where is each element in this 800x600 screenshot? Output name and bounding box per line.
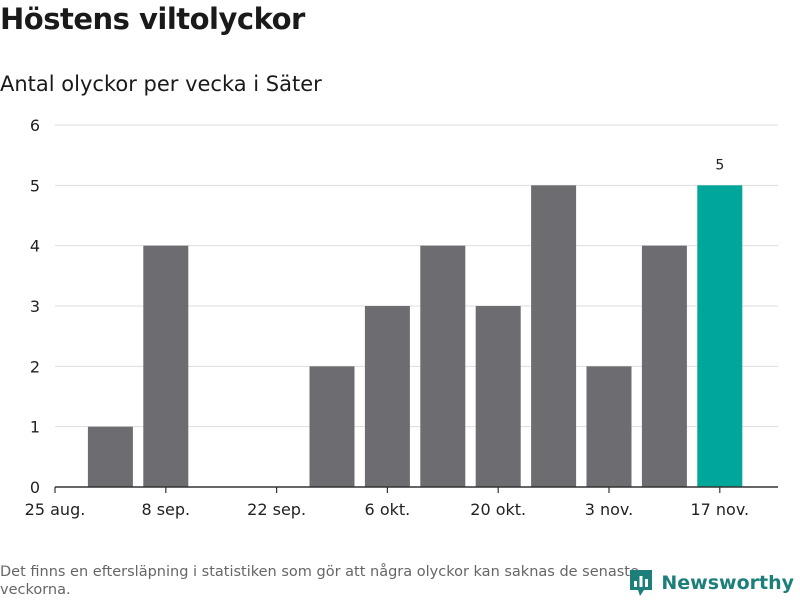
bar	[641, 245, 687, 487]
bar	[420, 245, 466, 487]
bar	[475, 306, 521, 487]
x-tick-label: 20 okt.	[470, 500, 526, 519]
x-tick-label: 8 sep.	[141, 500, 190, 519]
bar-value-label: 5	[715, 157, 724, 173]
y-tick-label: 6	[30, 116, 40, 135]
y-tick-label: 1	[30, 418, 40, 437]
brand-name: Newsworthy	[661, 572, 794, 594]
bar	[531, 185, 577, 488]
y-tick-label: 5	[30, 176, 40, 195]
y-tick-label: 4	[30, 237, 40, 256]
chart-subtitle: Antal olyckor per vecka i Säter	[0, 72, 322, 96]
data-labels: 5	[715, 157, 724, 173]
bar	[309, 366, 355, 487]
bar-chart: 0 1 2 3 4 5 6 25 aug. 8 sep. 22 sep. 6 okt. 20 okt.…	[25, 116, 778, 519]
bar	[364, 306, 410, 487]
chart-title: Höstens viltolyckor	[0, 2, 305, 36]
x-tick-label: 17 nov.	[690, 500, 749, 519]
x-tick-label: 6 okt.	[365, 500, 411, 519]
bar-highlight	[697, 185, 743, 488]
x-tick-label: 25 aug.	[25, 500, 86, 519]
y-tick-label: 2	[30, 357, 40, 376]
brand-logo: Newsworthy	[628, 568, 794, 598]
axes: 0 1 2 3 4 5 6 25 aug. 8 sep. 22 sep. 6 okt. 20 okt.…	[25, 116, 778, 519]
bars	[87, 185, 743, 488]
x-tick-label: 3 nov.	[585, 500, 634, 519]
y-tick-label: 3	[30, 297, 40, 316]
y-tick-label: 0	[30, 478, 40, 497]
bar	[87, 426, 133, 487]
footnote: Det finns en eftersläpning i statistiken…	[0, 564, 639, 598]
bar	[586, 366, 632, 487]
bar	[143, 245, 189, 487]
newsworthy-logo-icon	[630, 570, 653, 596]
x-tick-label: 22 sep.	[247, 500, 306, 519]
